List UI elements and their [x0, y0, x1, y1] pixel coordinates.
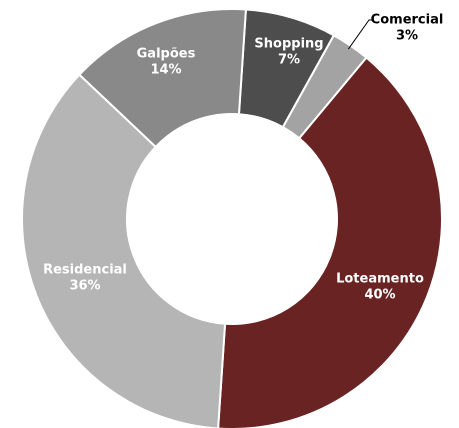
slice-label: Shopping	[254, 37, 323, 52]
donut-slice	[217, 56, 443, 428]
slice-label: Loteamento	[336, 272, 424, 287]
donut-slice	[78, 8, 247, 149]
slice-label: Comercial	[371, 13, 444, 28]
slice-label: Residencial	[43, 263, 127, 278]
donut-slice	[21, 73, 227, 428]
slice-value-label: 14%	[150, 63, 181, 78]
leader-line	[347, 19, 373, 50]
slice-value-label: 36%	[69, 279, 100, 294]
slice-value-label: 40%	[364, 288, 395, 303]
slice-value-label: 7%	[278, 53, 300, 68]
slice-label: Galpões	[137, 47, 196, 62]
slice-value-label: 3%	[396, 29, 418, 44]
